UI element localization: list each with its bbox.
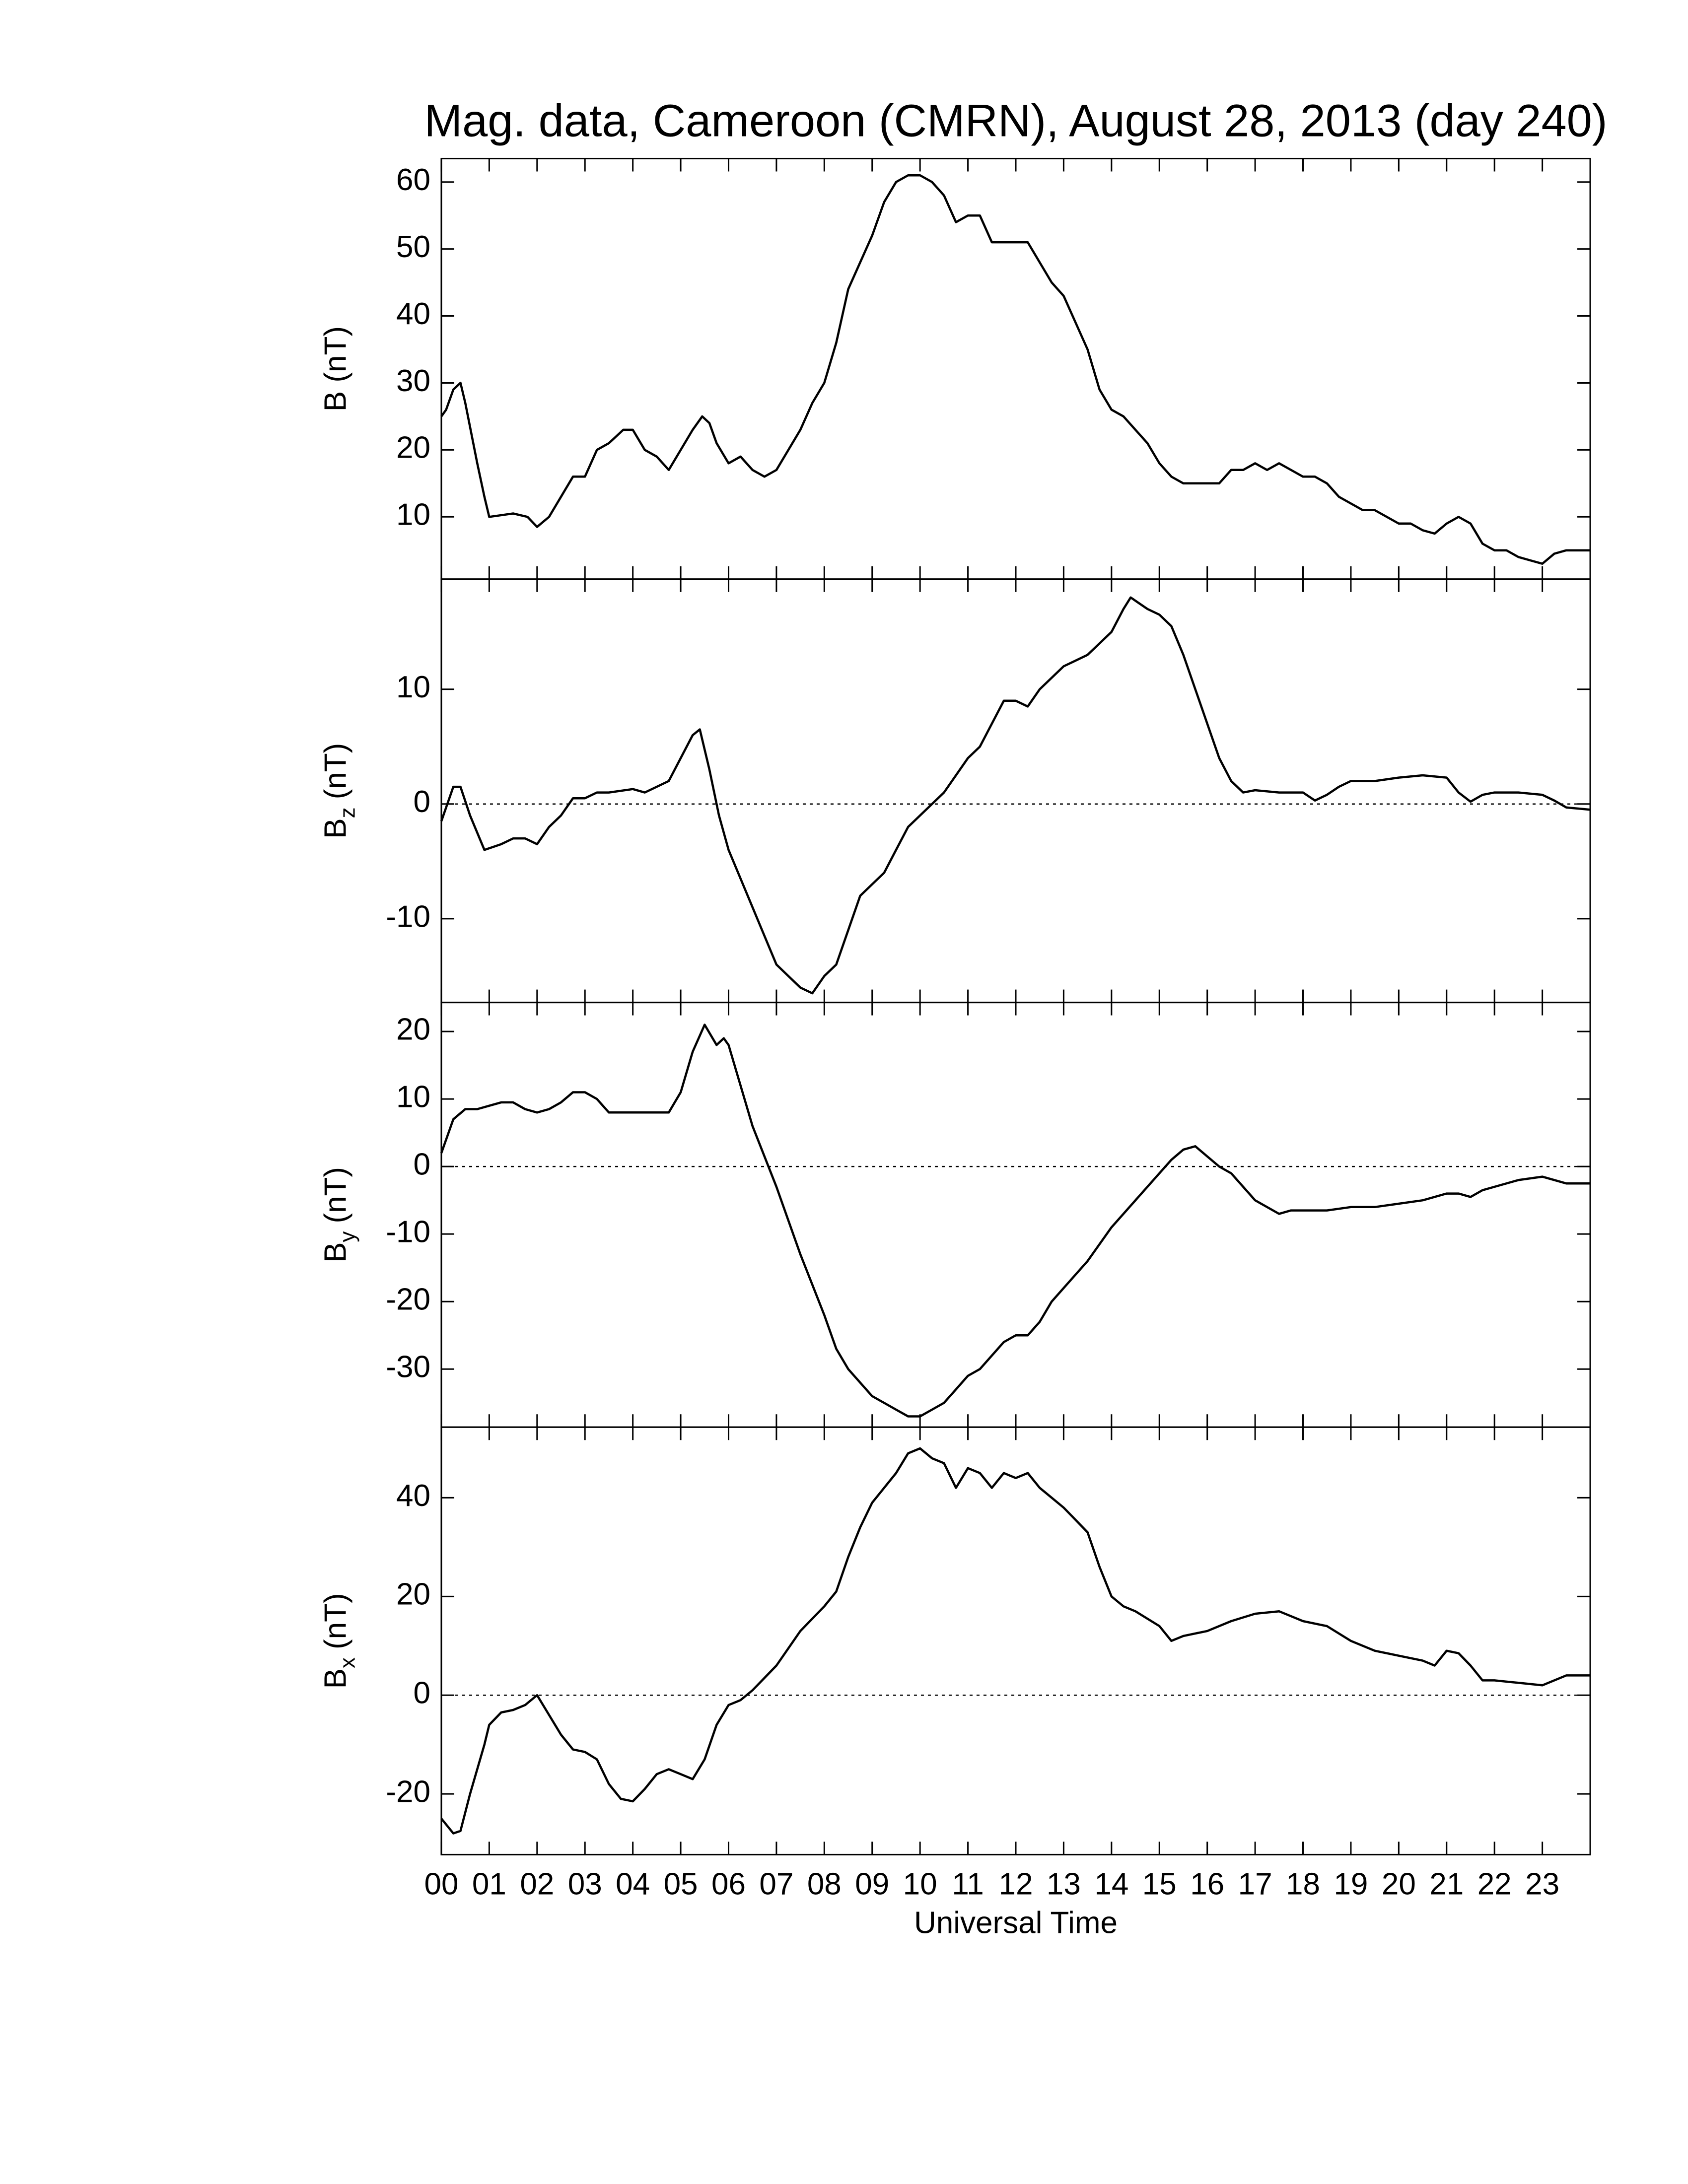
x-tick-label: 03 bbox=[568, 1867, 602, 1902]
x-tick-label: 12 bbox=[999, 1867, 1033, 1902]
data-line bbox=[440, 596, 1591, 995]
y-axis-label-part: z bbox=[335, 807, 359, 818]
x-tick-label: 00 bbox=[424, 1867, 458, 1902]
y-axis-label-part: (nT) bbox=[319, 1167, 353, 1224]
x-tick-label: 02 bbox=[520, 1867, 554, 1902]
x-tick-label: 17 bbox=[1238, 1867, 1272, 1902]
y-tick-label: -10 bbox=[386, 899, 430, 934]
x-tick-label: 05 bbox=[664, 1867, 698, 1902]
x-tick-label: 22 bbox=[1477, 1867, 1512, 1902]
y-axis-label: B (nT) bbox=[319, 326, 353, 411]
y-tick-label: -30 bbox=[386, 1350, 430, 1384]
y-axis-label-part: (nT) bbox=[319, 1593, 353, 1649]
y-tick-label: 40 bbox=[396, 1479, 430, 1513]
data-line bbox=[440, 174, 1590, 565]
y-tick-label: 60 bbox=[396, 163, 430, 197]
x-tick-label: 13 bbox=[1047, 1867, 1081, 1902]
y-tick-label: 50 bbox=[396, 230, 430, 264]
y-tick-label: 20 bbox=[396, 431, 430, 465]
y-tick-label: 10 bbox=[396, 498, 430, 532]
x-tick-label: 14 bbox=[1094, 1867, 1128, 1902]
x-tick-label: 18 bbox=[1286, 1867, 1320, 1902]
x-tick-label: 01 bbox=[472, 1867, 506, 1902]
y-axis-label-part: B bbox=[319, 818, 353, 838]
data-line bbox=[440, 1024, 1590, 1418]
x-tick-label: 06 bbox=[711, 1867, 746, 1902]
y-axis-label-part: B (nT) bbox=[319, 326, 353, 411]
x-tick-label: 20 bbox=[1382, 1867, 1416, 1902]
y-tick-label: 20 bbox=[396, 1577, 430, 1612]
y-axis-label-part: B bbox=[319, 1242, 353, 1263]
x-tick-label: 11 bbox=[952, 1867, 984, 1902]
y-axis-label-part: y bbox=[335, 1231, 359, 1242]
y-tick-label: -10 bbox=[386, 1215, 430, 1249]
y-axis-label: By (nT) bbox=[319, 1167, 359, 1263]
x-tick-label: 07 bbox=[759, 1867, 793, 1902]
y-tick-label: 40 bbox=[396, 297, 430, 331]
y-tick-label: 0 bbox=[413, 785, 430, 819]
y-tick-label: 0 bbox=[413, 1676, 430, 1710]
x-tick-label: 04 bbox=[616, 1867, 650, 1902]
x-tick-label: 19 bbox=[1334, 1867, 1368, 1902]
plot-frame bbox=[440, 1426, 1591, 1855]
y-tick-label: -20 bbox=[386, 1283, 430, 1317]
y-axis-label-part: x bbox=[335, 1657, 359, 1668]
chart-title: Mag. data, Cameroon (CMRN), August 28, 2… bbox=[424, 95, 1608, 146]
x-tick-label: 23 bbox=[1525, 1867, 1559, 1902]
y-tick-label: 0 bbox=[413, 1148, 430, 1182]
y-tick-label: 30 bbox=[396, 364, 430, 398]
x-tick-label: 21 bbox=[1429, 1867, 1464, 1902]
y-axis-label-part: B bbox=[319, 1668, 353, 1689]
x-tick-label: 08 bbox=[807, 1867, 842, 1902]
y-tick-label: -20 bbox=[386, 1774, 430, 1809]
x-tick-label: 10 bbox=[903, 1867, 937, 1902]
plot-frame bbox=[440, 157, 1591, 580]
data-line bbox=[440, 1447, 1590, 1835]
y-axis-label-part: (nT) bbox=[319, 743, 353, 800]
y-tick-label: 20 bbox=[396, 1012, 430, 1046]
x-tick-label: 16 bbox=[1190, 1867, 1224, 1902]
y-tick-label: 10 bbox=[396, 670, 430, 704]
y-axis-label: Bx (nT) bbox=[319, 1593, 359, 1689]
x-axis-label: Universal Time bbox=[914, 1906, 1118, 1940]
x-tick-label: 09 bbox=[855, 1867, 889, 1902]
y-tick-label: 10 bbox=[396, 1080, 430, 1114]
y-axis-label: Bz (nT) bbox=[319, 743, 359, 839]
plot-frame bbox=[440, 1002, 1591, 1428]
x-tick-label: 15 bbox=[1142, 1867, 1177, 1902]
